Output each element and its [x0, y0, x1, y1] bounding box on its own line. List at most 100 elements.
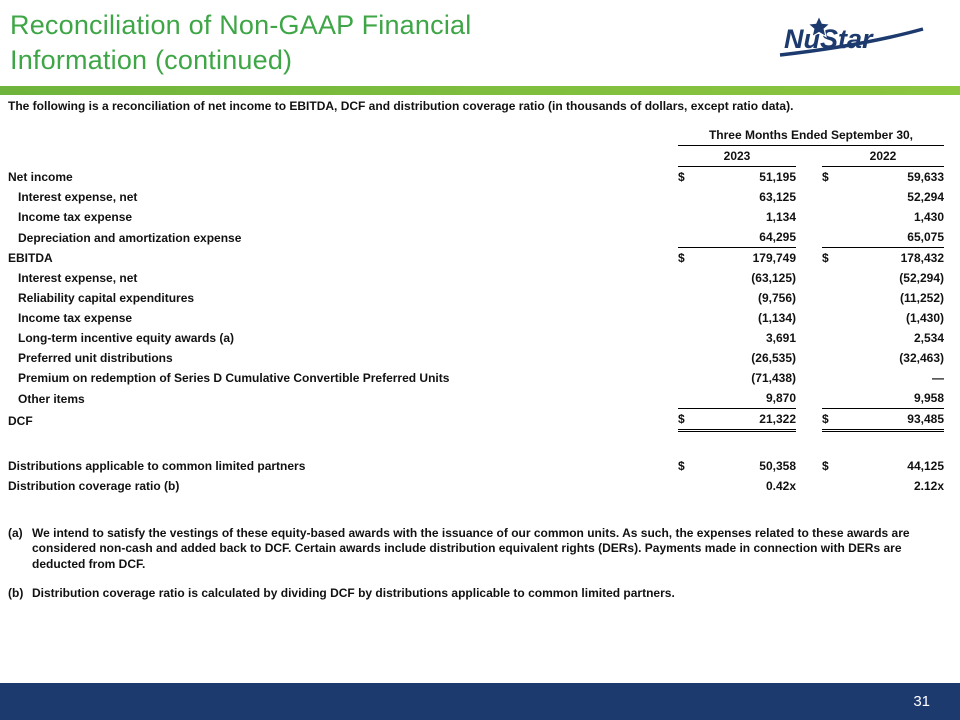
- table-row: Interest expense, net (63,125) (52,294): [8, 268, 944, 288]
- value-2022: 178,432: [900, 251, 944, 265]
- value-2023: 3,691: [765, 331, 796, 345]
- value-2022: 59,633: [907, 170, 944, 184]
- slide-header: Reconciliation of Non-GAAP Financial Inf…: [0, 0, 960, 86]
- dollar-sign-2022: $: [822, 408, 840, 432]
- column-gap: [796, 388, 822, 409]
- row-label: Interest expense, net: [18, 190, 138, 204]
- table-spacer-row: [8, 431, 944, 457]
- column-gap: [796, 348, 822, 368]
- value-2023: (71,438): [751, 371, 796, 385]
- value-2022: 1,430: [913, 210, 944, 224]
- row-label: Distribution coverage ratio (b): [8, 479, 180, 493]
- slide-content: The following is a reconciliation of net…: [8, 99, 944, 615]
- column-gap: [796, 227, 822, 248]
- dollar-sign-2022: [822, 288, 840, 308]
- column-gap: [796, 167, 822, 188]
- dollar-sign-2023: [678, 368, 696, 388]
- reconciliation-table: Three Months Ended September 30, 2023 20…: [8, 125, 944, 496]
- value-2023: 0.42x: [765, 479, 796, 493]
- dollar-sign-2022: [822, 348, 840, 368]
- table-row: Premium on redemption of Series D Cumula…: [8, 368, 944, 388]
- dollar-sign-2023: [678, 227, 696, 248]
- value-2022: 9,958: [840, 388, 944, 409]
- value-2022: 52,294: [907, 190, 944, 204]
- value-2023: (26,535): [751, 351, 796, 365]
- footnote-text: We intend to satisfy the vestings of the…: [32, 526, 910, 571]
- column-header-2022: 2022: [822, 145, 944, 167]
- table-row: Depreciation and amortization expense 64,…: [8, 227, 944, 248]
- value-2023: 50,358: [759, 459, 796, 473]
- table-row: EBITDA $179,749 $178,432: [8, 248, 944, 269]
- dollar-sign-2022: $: [822, 170, 829, 184]
- dollar-sign-2023: [678, 187, 696, 207]
- value-2022: (1,430): [905, 311, 944, 325]
- value-2023: (1,134): [757, 311, 796, 325]
- value-2023: 63,125: [759, 190, 796, 204]
- row-label: EBITDA: [8, 251, 53, 265]
- dollar-sign-2022: [822, 476, 840, 496]
- dollar-sign-2022: [822, 187, 840, 207]
- value-2022: (52,294): [899, 271, 944, 285]
- footnotes: (a) We intend to satisfy the vestings of…: [8, 526, 944, 601]
- dollar-sign-2023: $: [678, 170, 685, 184]
- empty-cell: [8, 146, 678, 167]
- row-label: DCF: [8, 413, 33, 428]
- dollar-sign-2023: [678, 348, 696, 368]
- header-accent-bar: [0, 86, 960, 95]
- column-gap: [796, 146, 822, 167]
- column-gap: [796, 187, 822, 207]
- table-row: Other items 9,870 9,958: [8, 388, 944, 409]
- value-2023: 21,322: [696, 408, 796, 432]
- dollar-sign-2022: [822, 328, 840, 348]
- slide-footer: 31: [0, 683, 960, 720]
- table-row: Distributions applicable to common limit…: [8, 456, 944, 476]
- nustar-logo-text: NuStar: [784, 24, 874, 54]
- value-2022: 44,125: [907, 459, 944, 473]
- dollar-sign-2023: [678, 288, 696, 308]
- footnote-marker: (b): [8, 586, 24, 601]
- column-gap: [796, 456, 822, 476]
- value-2022: 2,534: [913, 331, 944, 345]
- dollar-sign-2022: [822, 268, 840, 288]
- column-gap: [796, 328, 822, 348]
- table-row: Distribution coverage ratio (b) 0.42x 2.12…: [8, 476, 944, 496]
- value-2022: —: [932, 371, 944, 385]
- value-2023: 1,134: [765, 210, 796, 224]
- dollar-sign-2022: [822, 227, 840, 248]
- dollar-sign-2022: $: [822, 251, 829, 265]
- column-gap: [796, 248, 822, 269]
- table-head: Three Months Ended September 30, 2023 20…: [8, 125, 944, 167]
- dollar-sign-2022: [822, 207, 840, 227]
- table-row: Reliability capital expenditures (9,756) (…: [8, 288, 944, 308]
- dollar-sign-2023: $: [678, 251, 685, 265]
- value-2023: 9,870: [696, 388, 796, 409]
- row-label: Other items: [18, 391, 85, 406]
- value-2022: 93,485: [840, 408, 944, 432]
- row-label: Income tax expense: [18, 311, 133, 325]
- dollar-sign-2023: [678, 207, 696, 227]
- dollar-sign-2023: [678, 268, 696, 288]
- row-label: Distributions applicable to common limit…: [8, 459, 306, 473]
- star-icon: [806, 14, 832, 38]
- page-title-line2: Information (continued): [10, 44, 293, 75]
- column-gap: [796, 268, 822, 288]
- page-number: 31: [913, 693, 930, 710]
- value-2023: 64,295: [696, 227, 796, 248]
- row-label: Net income: [8, 170, 73, 184]
- column-gap: [796, 308, 822, 328]
- value-2023: 179,749: [752, 251, 796, 265]
- table-row: Preferred unit distributions (26,535) (32,…: [8, 348, 944, 368]
- table-row: Income tax expense (1,134) (1,430): [8, 308, 944, 328]
- dollar-sign-2023: $: [678, 459, 685, 473]
- page-title: Reconciliation of Non-GAAP Financial Inf…: [10, 8, 650, 77]
- row-label: Interest expense, net: [18, 271, 138, 285]
- nustar-logo-graphic: NuStar: [779, 14, 924, 57]
- footnote-b: (b) Distribution coverage ratio is calcu…: [8, 586, 944, 601]
- value-2022: 65,075: [840, 227, 944, 248]
- column-gap: [796, 409, 822, 431]
- value-2023: (63,125): [751, 271, 796, 285]
- empty-cell: [8, 125, 678, 146]
- nustar-logo: NuStar: [776, 14, 926, 69]
- value-2022: 2.12x: [913, 479, 944, 493]
